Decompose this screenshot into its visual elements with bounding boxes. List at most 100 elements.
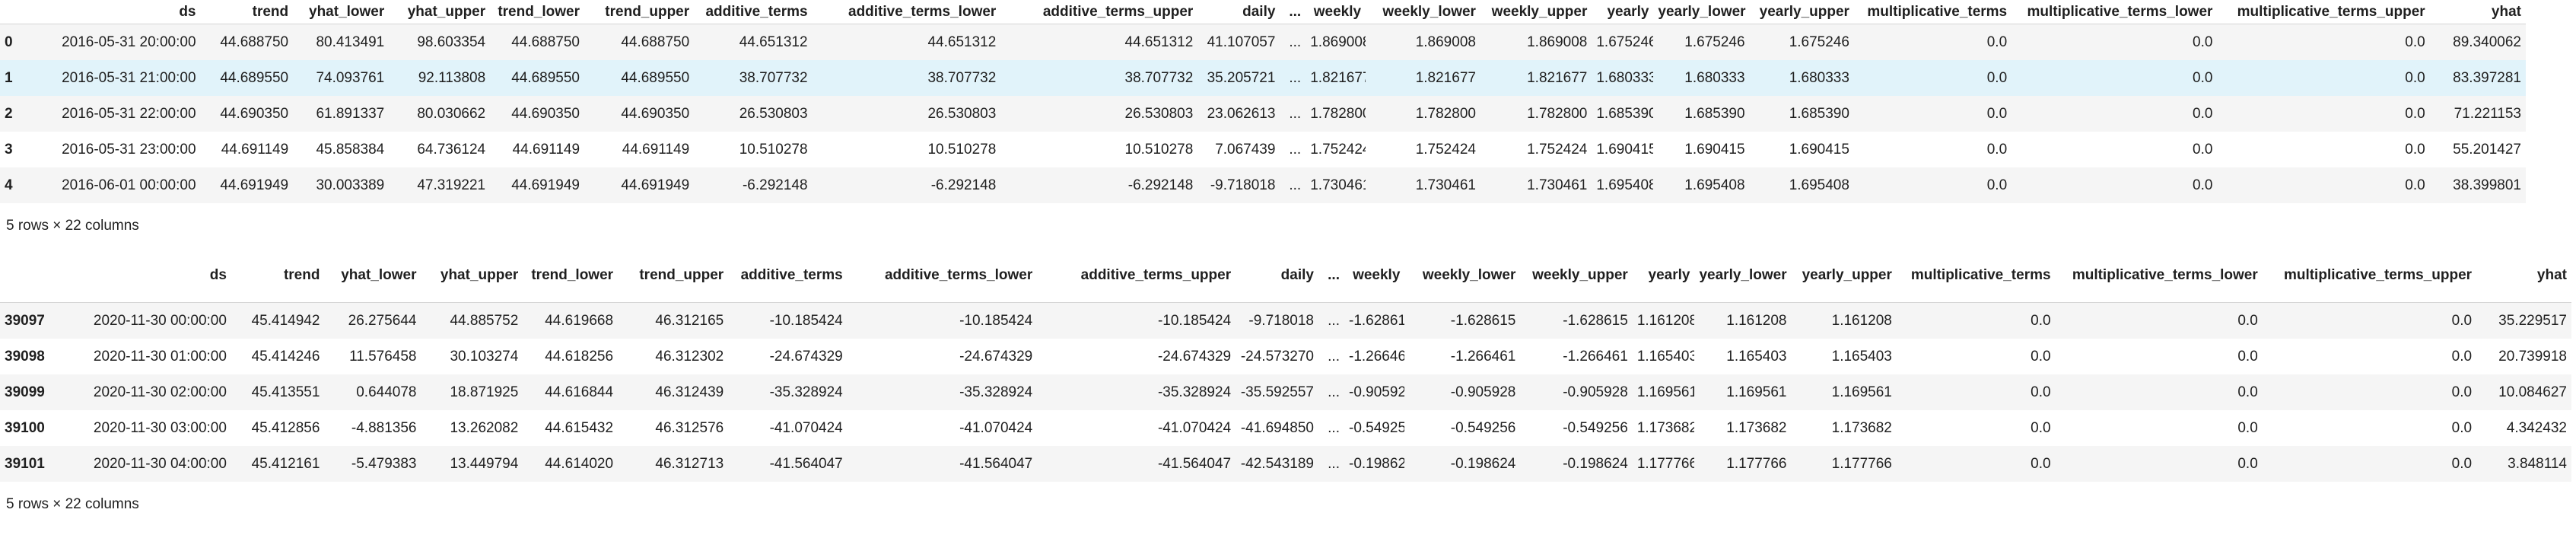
column-header: yhat [2476,249,2571,303]
table-cell: -0.905928 [1349,384,1405,400]
table-cell: -1.266461 [1450,349,1516,365]
column-header: weekly_upper [1480,0,1592,24]
table-cell: -0.549256 [1450,420,1516,436]
table-shape-caption: 5 rows × 22 columns [6,496,139,512]
column-header: weekly [1305,0,1366,24]
column-header: additive_terms_lower [847,249,1038,303]
table-cell: 0.0 [2193,106,2213,122]
table-cell: -41.564047 [959,456,1033,472]
table-cell: 10.084627 [2498,384,2567,400]
table-cell: 45.413551 [251,384,320,400]
table-cell: 1.169561 [1831,384,1892,400]
table-cell: 1.169561 [1726,384,1787,400]
table-cell: 26.530803 [1124,106,1194,122]
row-index: 1 [5,70,13,86]
table-cell: 0.0 [2451,456,2473,472]
table-row: 3 2016-05-31 23:00:00 44.691149 45.858384 64… [0,132,2526,167]
table-cell: 1.821677 [1527,70,1588,86]
table-cell: 1.680333 [1789,70,1849,86]
table-cell: 1.685390 [1596,106,1654,122]
table-header-row: ds trend yhat_lower yhat_upper trend_lower tr… [0,249,2571,303]
table-cell: -1.628615 [1349,313,1404,329]
table-cell: 1.165403 [1726,349,1787,365]
row-index: 39097 [5,313,45,329]
table-row: 1 2016-05-31 21:00:00 44.689550 74.093761 92… [0,60,2526,96]
table-cell: 1.177766 [1636,456,1695,472]
column-header: trend_upper [584,0,695,24]
row-index: 39100 [5,420,45,436]
table-cell: 46.312576 [655,420,724,436]
table-cell: 41.107057 [1207,34,1276,50]
column-header: trend_lower [523,249,619,303]
table-cell: 44.689550 [621,70,690,86]
table-cell: 89.340062 [2453,34,2521,50]
table-cell: 44.691949 [220,177,289,193]
table-cell: ... [1289,70,1302,86]
table-cell: 38.707732 [927,70,997,86]
table-cell: -35.592557 [1240,384,1314,400]
table-cell: 30.003389 [316,177,385,193]
table-cell: 45.412856 [251,420,320,436]
table-cell: 0.0 [2405,177,2425,193]
table-cell: 3.848114 [2508,456,2567,472]
table-cell: -24.674329 [769,349,843,365]
table-cell: 55.201427 [2453,142,2521,158]
table-cell: 2016-05-31 20:00:00 [62,34,196,50]
table-cell: 46.312165 [655,313,724,329]
table-cell: 1.685390 [1789,106,1849,122]
table-cell: ... [1289,142,1302,158]
table-cell: 1.173682 [1726,420,1787,436]
table-cell: 44.689550 [511,70,580,86]
table-cell: 10.510278 [927,142,997,158]
table-cell: 1.161208 [1636,313,1695,329]
table-cell: 4.342432 [2506,420,2567,436]
table-cell: 1.730461 [1310,177,1366,193]
table-cell: ... [1289,177,1302,193]
column-header: multiplicative_terms_lower [2012,0,2218,24]
table-row: 4 2016-06-01 00:00:00 44.691949 30.003389 47… [0,167,2526,203]
table-cell: 1.869008 [1415,34,1476,50]
table-cell: 44.651312 [739,34,808,50]
table-cell: 1.690415 [1596,142,1654,158]
table-cell: 44.614020 [545,456,614,472]
column-header: yhat [2429,0,2526,24]
table-cell: 38.399801 [2453,177,2521,193]
table-cell: 30.103274 [450,349,519,365]
table-cell: 38.707732 [1124,70,1194,86]
table-cell: -0.198624 [1563,456,1628,472]
table-cell: 1.752424 [1527,142,1588,158]
table-cell: 44.689550 [220,70,289,86]
table-cell: 1.165403 [1636,349,1695,365]
table-cell: 20.739918 [2498,349,2567,365]
table-cell: 13.262082 [450,420,519,436]
row-index: 0 [5,34,13,50]
row-index: 2 [5,106,13,122]
table-cell: -0.549256 [1563,420,1628,436]
column-header: yearly_lower [1653,0,1750,24]
column-header: weekly_lower [1366,0,1480,24]
table-cell: 0.0 [2451,313,2473,329]
table-cell: 80.030662 [417,106,486,122]
table-cell: 44.688750 [220,34,289,50]
table-cell: 0.0 [2031,420,2051,436]
table-cell: 1.730461 [1415,177,1476,193]
table-cell: 38.707732 [739,70,808,86]
table-cell: 1.161208 [1726,313,1787,329]
dataframe-head: ds trend yhat_lower yhat_upper trend_lower tr… [0,0,2526,203]
table-header-row: ds trend yhat_lower yhat_upper trend_lower tr… [0,0,2526,24]
table-cell: 1.821677 [1415,70,1476,86]
table-cell: -41.070424 [1157,420,1232,436]
table-cell: 2020-11-30 02:00:00 [93,384,227,400]
table-cell: 0.0 [2031,313,2051,329]
table-cell: 1.675246 [1684,34,1745,50]
table-cell: 13.449794 [450,456,519,472]
table-cell: 0.0 [2405,34,2425,50]
column-header: daily [1236,249,1318,303]
column-header: yearly_upper [1749,0,1854,24]
table-cell: 45.412161 [251,456,320,472]
column-header: additive_terms_lower [812,0,1001,24]
column-header: yhat_lower [293,0,390,24]
table-cell: 2020-11-30 03:00:00 [93,420,227,436]
table-cell: 46.312302 [655,349,724,365]
